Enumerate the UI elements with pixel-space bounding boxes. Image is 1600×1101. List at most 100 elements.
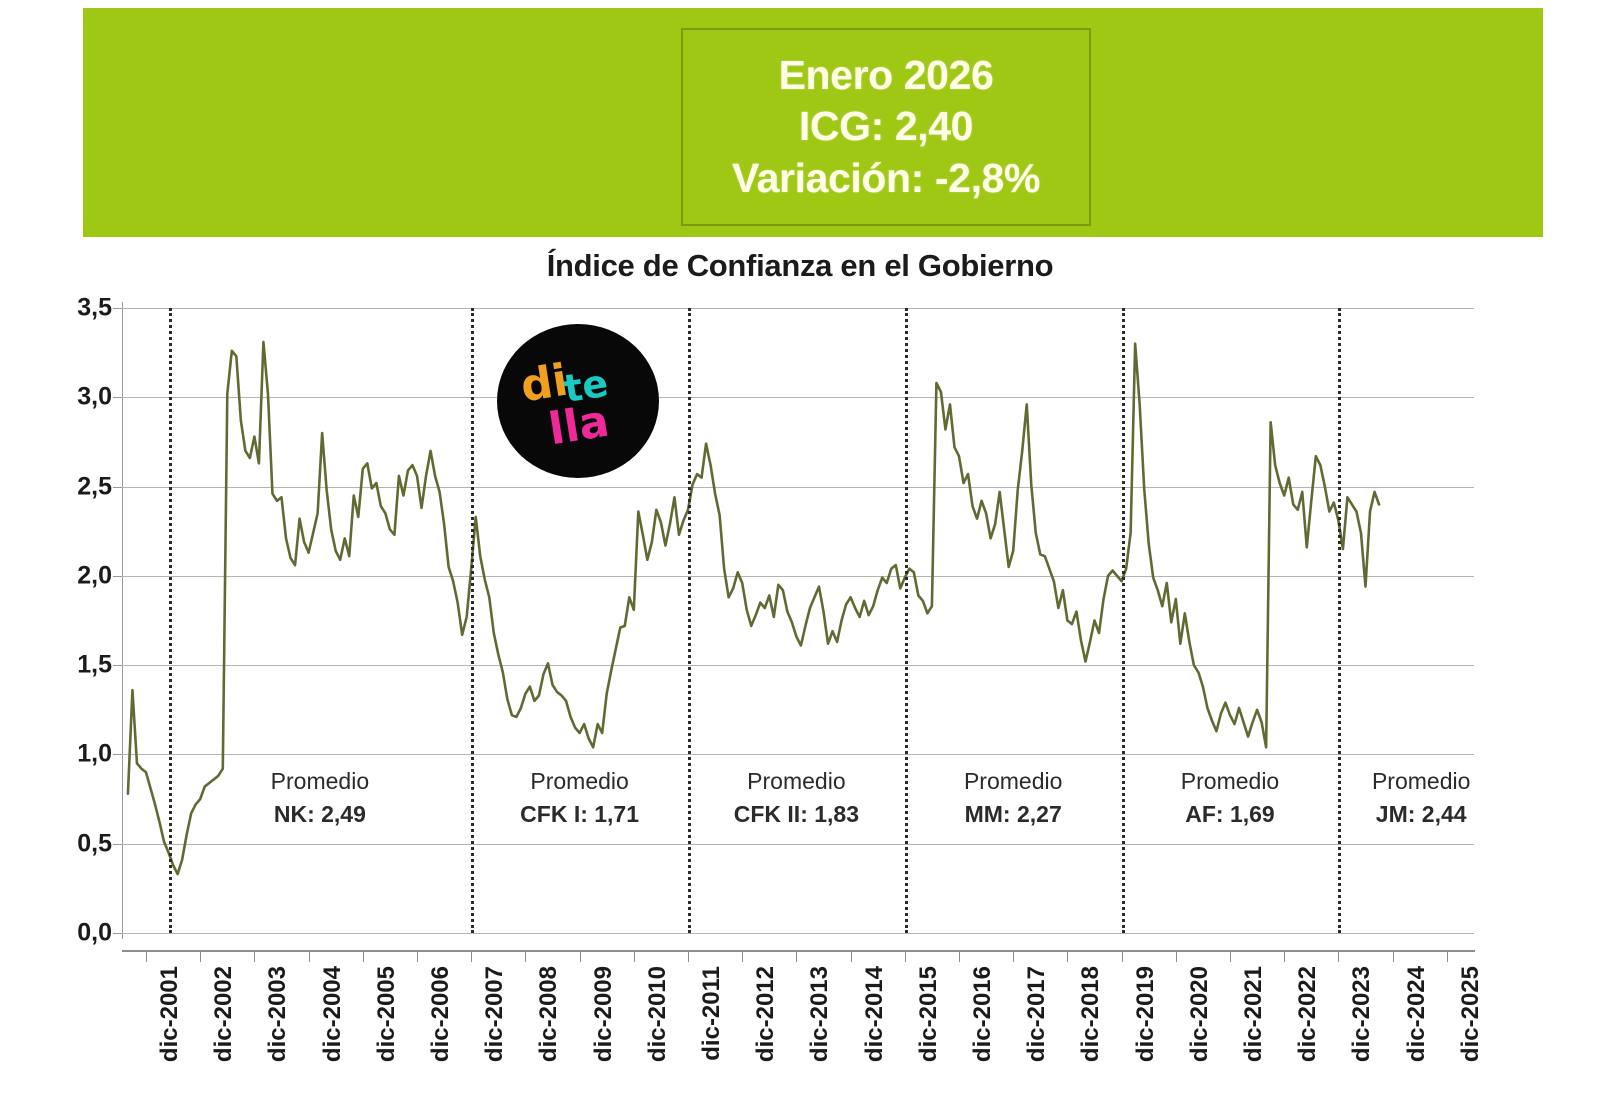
x-tick [904, 952, 906, 962]
x-axis-tick-label: dic-2019 [1131, 966, 1159, 1063]
x-axis-tick-label: dic-2013 [806, 966, 834, 1063]
x-axis-tick-label: dic-2025 [1456, 966, 1484, 1063]
x-tick [146, 952, 147, 962]
x-tick [959, 952, 960, 962]
x-tick [1446, 952, 1448, 962]
x-tick [417, 952, 418, 962]
gridline [122, 397, 1474, 399]
di-tella-logo: di te lla [497, 324, 659, 478]
period-average-label-jm: Promedio JM: 2,44 [1291, 765, 1551, 832]
header-variation-value: Variación: -2,8% [731, 154, 1041, 201]
period-divider [168, 308, 172, 933]
y-axis-tick-label: 1,0 [77, 739, 112, 768]
x-axis-tick-label: dic-2011 [698, 966, 725, 1061]
x-tick [362, 952, 364, 962]
header-month: Enero 2026 [778, 52, 994, 99]
y-tick [113, 665, 122, 667]
x-tick [1067, 952, 1069, 962]
period-divider [904, 308, 908, 933]
period-label-title: Promedio [1180, 768, 1280, 794]
y-axis-tick-label: 2,0 [77, 561, 112, 590]
x-axis-line [122, 950, 1475, 952]
y-axis-tick-label: 2,5 [77, 472, 112, 501]
period-divider [471, 308, 475, 933]
x-axis-tick-label: dic-2021 [1240, 966, 1267, 1063]
y-axis-tick-label: 0,0 [77, 918, 112, 947]
y-tick [113, 486, 122, 488]
period-label-average: CFK II: 1,83 [733, 801, 860, 828]
y-axis-tick-label: 3,0 [77, 382, 112, 411]
period-label-title: Promedio [530, 768, 629, 794]
gridline [122, 486, 1474, 488]
x-axis-tick-label: dic-2001 [156, 966, 183, 1063]
x-axis-tick-label: dic-2022 [1294, 966, 1322, 1063]
x-tick [633, 952, 635, 962]
x-tick [200, 952, 202, 962]
period-average-label-nk: Promedio NK: 2,49 [190, 765, 450, 832]
gridline [122, 308, 1474, 309]
x-axis-tick-label: dic-2007 [481, 966, 509, 1063]
x-tick [525, 952, 527, 962]
x-tick [308, 952, 310, 962]
x-axis-tick-label: dic-2017 [1023, 966, 1051, 1063]
y-tick [113, 575, 122, 577]
y-axis-line [122, 302, 123, 939]
y-tick [113, 397, 122, 399]
y-tick [113, 843, 122, 845]
period-label-average: CFK I: 1,71 [520, 801, 640, 828]
x-axis-tick-label: dic-2020 [1185, 966, 1213, 1063]
period-average-label-cfk2: Promedio CFK II: 1,83 [666, 765, 926, 832]
y-axis-tick-label: 0,5 [77, 829, 112, 858]
x-axis-tick-label: dic-2005 [372, 966, 400, 1063]
x-tick [1338, 952, 1340, 962]
x-axis-tick-label: dic-2003 [264, 966, 292, 1063]
icg-line-series [126, 340, 1381, 876]
y-axis-tick-label: 3,5 [77, 293, 112, 322]
header-icg-value: ICG: 2,40 [798, 103, 974, 150]
period-divider [1338, 308, 1342, 933]
chart-title: Índice de Confianza en el Gobierno [546, 248, 1054, 283]
x-tick [1284, 952, 1286, 962]
x-axis-tick-label: dic-2006 [427, 966, 454, 1063]
header-banner: Enero 2026 ICG: 2,40 Variación: -2,8% [83, 8, 1543, 237]
x-tick [1013, 952, 1015, 962]
plot-area: 0,0 0,5 1,0 1,5 2,0 2,5 3,0 3,5 Promedio NK: 2,4… [0, 290, 1600, 950]
x-tick [471, 952, 473, 962]
period-label-average: JM: 2,44 [1375, 801, 1467, 828]
x-axis-tick-label: dic-2002 [210, 966, 238, 1063]
period-divider [1121, 308, 1125, 933]
gridline [122, 754, 1474, 756]
period-label-title: Promedio [1371, 768, 1471, 794]
x-axis-tick-label: dic-2012 [752, 966, 780, 1063]
x-tick [1175, 952, 1177, 962]
x-axis-tick-label: dic-2014 [860, 966, 888, 1063]
x-tick [742, 952, 744, 962]
gridline [122, 933, 1474, 934]
x-tick [1230, 952, 1231, 962]
period-label-average: AF: 1,69 [1185, 801, 1275, 828]
x-axis-tick-label: dic-2004 [318, 966, 346, 1063]
period-average-label-af: Promedio AF: 1,69 [1100, 765, 1360, 832]
x-tick [1121, 952, 1123, 962]
y-tick [113, 308, 122, 309]
x-tick [1392, 952, 1394, 962]
period-label-title: Promedio [963, 768, 1063, 794]
period-average-label-mm: Promedio MM: 2,27 [883, 765, 1143, 832]
y-axis-tick-label: 1,5 [77, 650, 112, 679]
gridline [122, 665, 1474, 667]
x-tick [254, 952, 256, 962]
period-label-title: Promedio [270, 768, 370, 794]
period-label-average: NK: 2,49 [273, 801, 366, 828]
period-label-title: Promedio [747, 768, 846, 794]
x-axis-tick-label: dic-2016 [969, 966, 996, 1063]
series-container [122, 308, 1474, 933]
x-tick [688, 952, 689, 962]
period-label-average: MM: 2,27 [964, 801, 1062, 828]
x-axis-tick-label: dic-2010 [643, 966, 671, 1063]
x-axis-tick-label: dic-2009 [589, 966, 617, 1063]
period-divider [688, 308, 691, 933]
x-tick [796, 952, 798, 962]
header-summary-box: Enero 2026 ICG: 2,40 Variación: -2,8% [681, 28, 1091, 226]
x-tick [579, 952, 581, 962]
x-axis-tick-label: dic-2018 [1077, 966, 1105, 1063]
